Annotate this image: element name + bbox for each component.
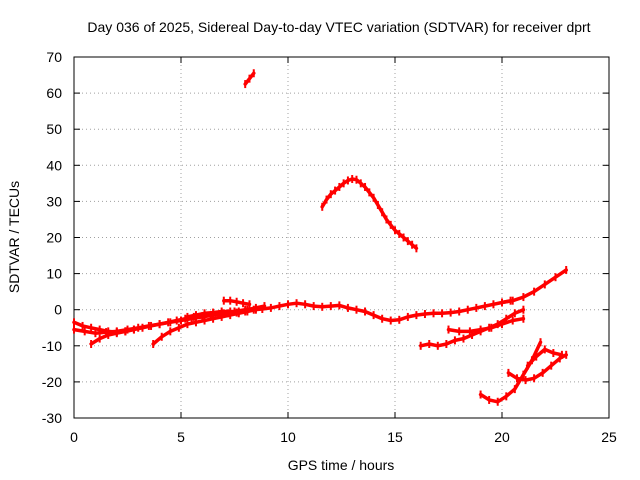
y-tick-label: -20: [42, 374, 62, 390]
y-tick-label: 40: [46, 157, 62, 173]
y-tick-label: 70: [46, 49, 62, 65]
x-axis-label: GPS time / hours: [288, 457, 395, 473]
y-tick-label: -10: [42, 338, 62, 354]
x-tick-label: 15: [387, 429, 403, 445]
x-tick-label: 25: [601, 429, 617, 445]
chart-title: Day 036 of 2025, Sidereal Day-to-day VTE…: [87, 19, 590, 35]
y-tick-label: 60: [46, 85, 62, 101]
series-line-track-11: [500, 268, 568, 305]
series-line-track-13: [506, 353, 568, 382]
y-tick-label: 50: [46, 121, 62, 137]
y-tick-label: 20: [46, 230, 62, 246]
series-line-track-5: [185, 304, 267, 319]
y-axis-label: SDTVAR / TECUs: [6, 181, 22, 293]
x-tick-label: 20: [494, 429, 510, 445]
y-tick-label: 30: [46, 193, 62, 209]
y-tick-label: 0: [54, 302, 62, 318]
y-tick-label: 10: [46, 266, 62, 282]
x-tick-label: 0: [70, 429, 78, 445]
series-line-track-3: [89, 327, 136, 346]
series-line-track-10: [446, 316, 526, 334]
series-line-track-12: [478, 340, 543, 404]
data-series: [72, 69, 568, 406]
series-line-track-9: [418, 307, 526, 348]
ticks: 0 5 10 15 20 25 -30 -20 -10 0 10 20 30 40 50 60 70: [42, 49, 617, 445]
grid: [74, 57, 609, 418]
x-tick-label: 5: [177, 429, 185, 445]
x-tick-label: 10: [280, 429, 296, 445]
y-tick-label: -30: [42, 410, 62, 426]
